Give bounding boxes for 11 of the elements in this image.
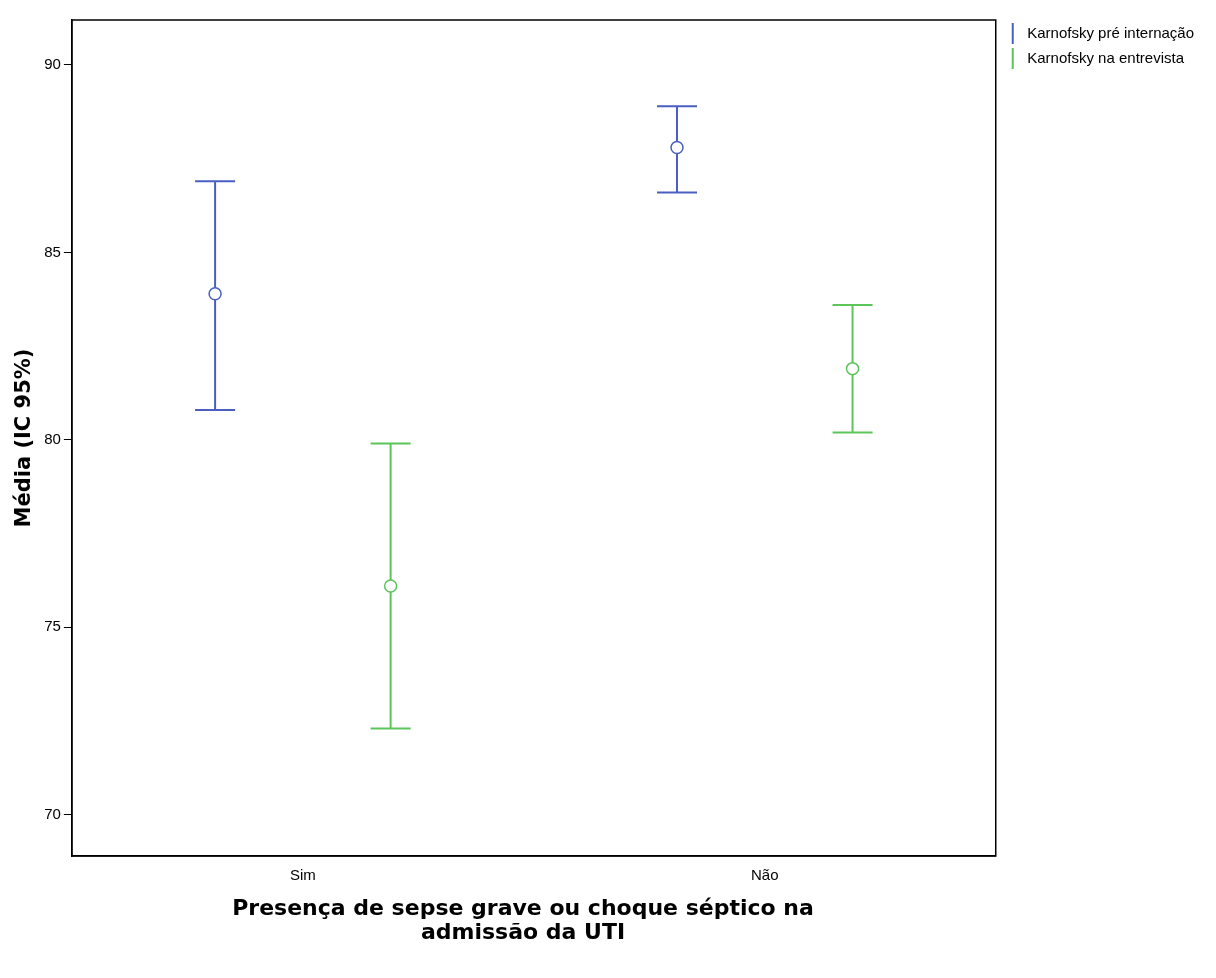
- y-tick-label: 90: [44, 55, 61, 73]
- y-tick-label: 75: [44, 617, 61, 635]
- legend-label: Karnofsky pré internação: [1027, 23, 1195, 41]
- x-axis-title: Presença de sepse grave ou choque séptico na admissão da UTI: [231, 895, 815, 944]
- y-tick-label: 70: [44, 804, 61, 822]
- x-tick-label: Sim: [289, 866, 316, 884]
- y-axis-title: Média (IC 95%): [11, 348, 36, 528]
- y-tick-label: 80: [44, 430, 61, 448]
- x-tick-label: Não: [751, 866, 779, 884]
- legend-label: Karnofsky na entrevista: [1027, 48, 1185, 66]
- y-tick-label: 85: [44, 242, 61, 260]
